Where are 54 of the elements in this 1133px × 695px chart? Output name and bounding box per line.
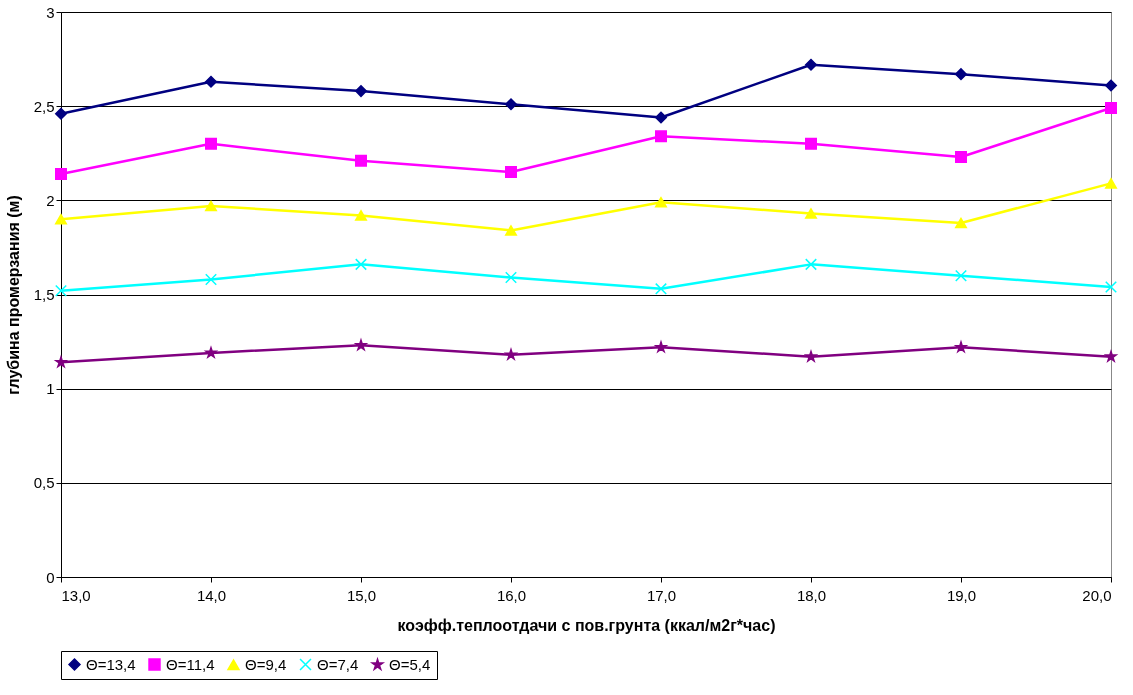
y-tick-label: 2 bbox=[46, 191, 55, 209]
legend-label: Θ=9,4 bbox=[245, 655, 287, 673]
y-tick-label: 1,5 bbox=[33, 286, 55, 303]
point bbox=[505, 225, 517, 236]
legend-label: Θ=7,4 bbox=[317, 655, 359, 673]
point bbox=[55, 167, 67, 180]
point bbox=[655, 196, 667, 208]
point bbox=[355, 258, 367, 271]
y-tick-label: 3 bbox=[46, 3, 55, 21]
x-tick-label: 17,0 bbox=[646, 586, 677, 604]
point bbox=[805, 58, 817, 71]
x-tick-label: 19,0 bbox=[946, 586, 977, 604]
y-tick-label: 1 bbox=[46, 380, 55, 398]
point bbox=[55, 213, 67, 225]
x-tick-label: 18,0 bbox=[796, 586, 827, 604]
point bbox=[505, 98, 517, 111]
y-tick-label: 0,5 bbox=[33, 474, 55, 492]
point bbox=[805, 258, 817, 271]
point bbox=[1105, 102, 1117, 115]
point bbox=[655, 130, 667, 143]
y-tick-label: 0 bbox=[46, 568, 55, 586]
y-tick-label: 2,5 bbox=[33, 97, 55, 115]
x-tick-label: 15,0 bbox=[346, 586, 377, 604]
point bbox=[205, 273, 217, 286]
x-tick-label: 20,0 bbox=[1082, 586, 1112, 604]
point bbox=[955, 269, 967, 282]
legend-label: Θ=11,4 bbox=[166, 655, 215, 673]
point bbox=[355, 210, 367, 221]
point bbox=[955, 151, 967, 164]
point bbox=[655, 282, 667, 295]
point bbox=[55, 284, 67, 297]
point bbox=[1105, 79, 1117, 92]
point bbox=[655, 111, 667, 124]
legend-label: Θ=5,4 bbox=[389, 655, 431, 673]
point bbox=[205, 137, 217, 150]
x-axis-title: коэфф.теплоотдачи с пов.грунта (ккал/м2г*час) bbox=[397, 616, 776, 634]
x-tick-label: 13,0 bbox=[61, 586, 91, 604]
point bbox=[1105, 178, 1117, 189]
x-tick-label: 14,0 bbox=[196, 586, 227, 604]
point bbox=[205, 200, 217, 212]
y-axis-title: глубина промерзания (м) bbox=[4, 195, 22, 395]
point bbox=[505, 271, 517, 284]
point bbox=[205, 75, 217, 88]
legend-label: Θ=13,4 bbox=[86, 655, 136, 673]
point bbox=[1105, 280, 1117, 293]
point bbox=[55, 107, 67, 120]
point bbox=[955, 217, 967, 229]
point bbox=[505, 166, 517, 179]
point bbox=[955, 68, 967, 81]
point bbox=[805, 208, 817, 219]
point bbox=[355, 154, 367, 167]
x-tick-label: 16,0 bbox=[496, 586, 527, 604]
point bbox=[805, 137, 817, 150]
point bbox=[355, 85, 367, 98]
